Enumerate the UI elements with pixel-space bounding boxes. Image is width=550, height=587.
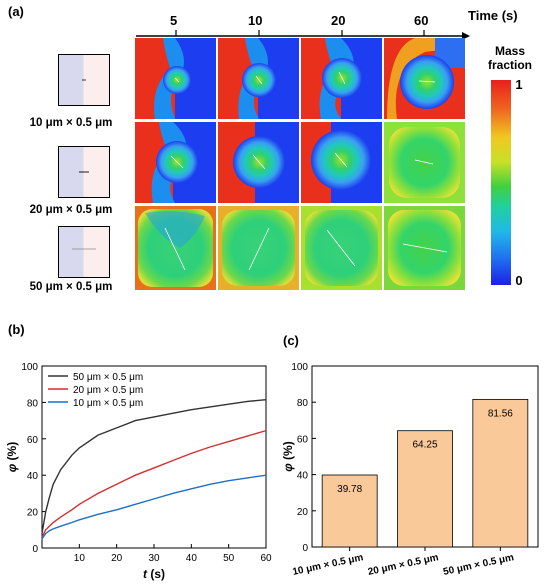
line-chart: 0 20 40 60 80 100 10 20 30 40 50 60 t (s) φ (%) 50 μm … [5, 362, 272, 581]
panel-b-label: (b) [8, 322, 25, 337]
legend-label-0: 50 μm × 0.5 μm [73, 372, 143, 383]
simulation-grid [135, 38, 465, 290]
time-tick-5: 5 [170, 13, 178, 28]
sim-r1-c4 [384, 38, 465, 119]
device-schematic-2 [58, 146, 110, 198]
time-tick-60: 60 [414, 13, 429, 28]
sim-r3-c2 [218, 206, 299, 290]
y-tick-label-2: 40 [297, 471, 309, 482]
y-tick-label-1: 20 [27, 508, 39, 519]
series-line-2 [41, 474, 267, 540]
sim-r1-c3 [301, 38, 382, 119]
x-tick-label-3: 40 [186, 553, 198, 564]
y-tick-label-2: 40 [27, 471, 39, 482]
y-tick-label-0: 0 [32, 544, 38, 555]
sim-r3-c1 [135, 206, 216, 290]
time-tick-10: 10 [248, 13, 263, 28]
y-tick-label-0: 0 [302, 543, 308, 554]
colorbar-max: 1 [515, 77, 523, 92]
x-category-label-1: 20 μm × 0.5 μm [367, 552, 440, 578]
sim-r2-c4 [384, 122, 465, 203]
y-tick-label-4: 80 [27, 398, 39, 409]
y-tick-label-3: 60 [27, 435, 39, 446]
colorbar-title: Mass fraction [480, 44, 540, 72]
bar-1 [397, 430, 453, 548]
x-tick-label-5: 60 [260, 553, 272, 564]
x-category-label-0: 10 μm × 0.5 μm [292, 552, 365, 578]
y-tick-label-4: 80 [297, 398, 309, 409]
legend-label-2: 10 μm × 0.5 μm [73, 398, 143, 409]
y-axis-label: φ (%) [281, 441, 295, 471]
sim-r2-c3 [301, 122, 382, 203]
colorbar-min: 0 [515, 273, 523, 288]
bar-2 [472, 398, 529, 548]
device-label-1: 10 μm × 0.5 μm [29, 117, 113, 129]
bar-value-label-1: 64.25 [412, 440, 437, 451]
x-tick-label-2: 30 [148, 553, 160, 564]
x-tick-label-1: 20 [111, 553, 123, 564]
sim-r2-c1 [135, 122, 216, 203]
y-tick-label-3: 60 [297, 434, 309, 445]
panel-c-label: (c) [283, 333, 299, 348]
sim-r2-c2 [218, 122, 299, 203]
colorbar-title-line2: fraction [487, 58, 532, 72]
x-tick-label-4: 50 [223, 553, 235, 564]
bar-value-label-0: 39.78 [337, 484, 362, 495]
time-tick-20: 20 [331, 13, 346, 28]
device-label-2: 20 μm × 0.5 μm [29, 204, 113, 216]
bar-chart: 0 20 40 60 80 100 φ (%) 39.78 10 μm × 0.5 μm 64.2… [281, 362, 539, 578]
sim-r3-c4 [384, 206, 465, 290]
panel-a-label: (a) [8, 4, 24, 19]
x-tick-label-0: 10 [74, 553, 86, 564]
x-category-label-2: 50 μm × 0.5 μm [442, 552, 515, 578]
y-tick-label-5: 100 [291, 362, 308, 373]
time-axis-title: Time (s) [468, 8, 518, 23]
series-line-1 [41, 429, 267, 538]
sim-r1-c2 [218, 38, 299, 119]
y-tick-label-5: 100 [21, 362, 38, 373]
series-line-0 [41, 398, 267, 534]
device-schematic-1 [58, 54, 110, 106]
bar-value-label-2: 81.56 [488, 408, 513, 419]
bar-0 [321, 474, 378, 548]
colorbar [491, 80, 511, 285]
x-axis-label: t (s) [143, 567, 165, 581]
sim-r3-c3 [301, 206, 382, 290]
y-axis-label: φ (%) [5, 442, 19, 472]
y-tick-label-1: 20 [297, 507, 309, 518]
colorbar-title-line1: Mass [494, 44, 526, 58]
device-schematic-3 [58, 226, 110, 278]
device-label-3: 50 μm × 0.5 μm [29, 281, 113, 293]
legend-label-1: 20 μm × 0.5 μm [73, 385, 143, 396]
sim-r1-c1 [135, 38, 216, 119]
